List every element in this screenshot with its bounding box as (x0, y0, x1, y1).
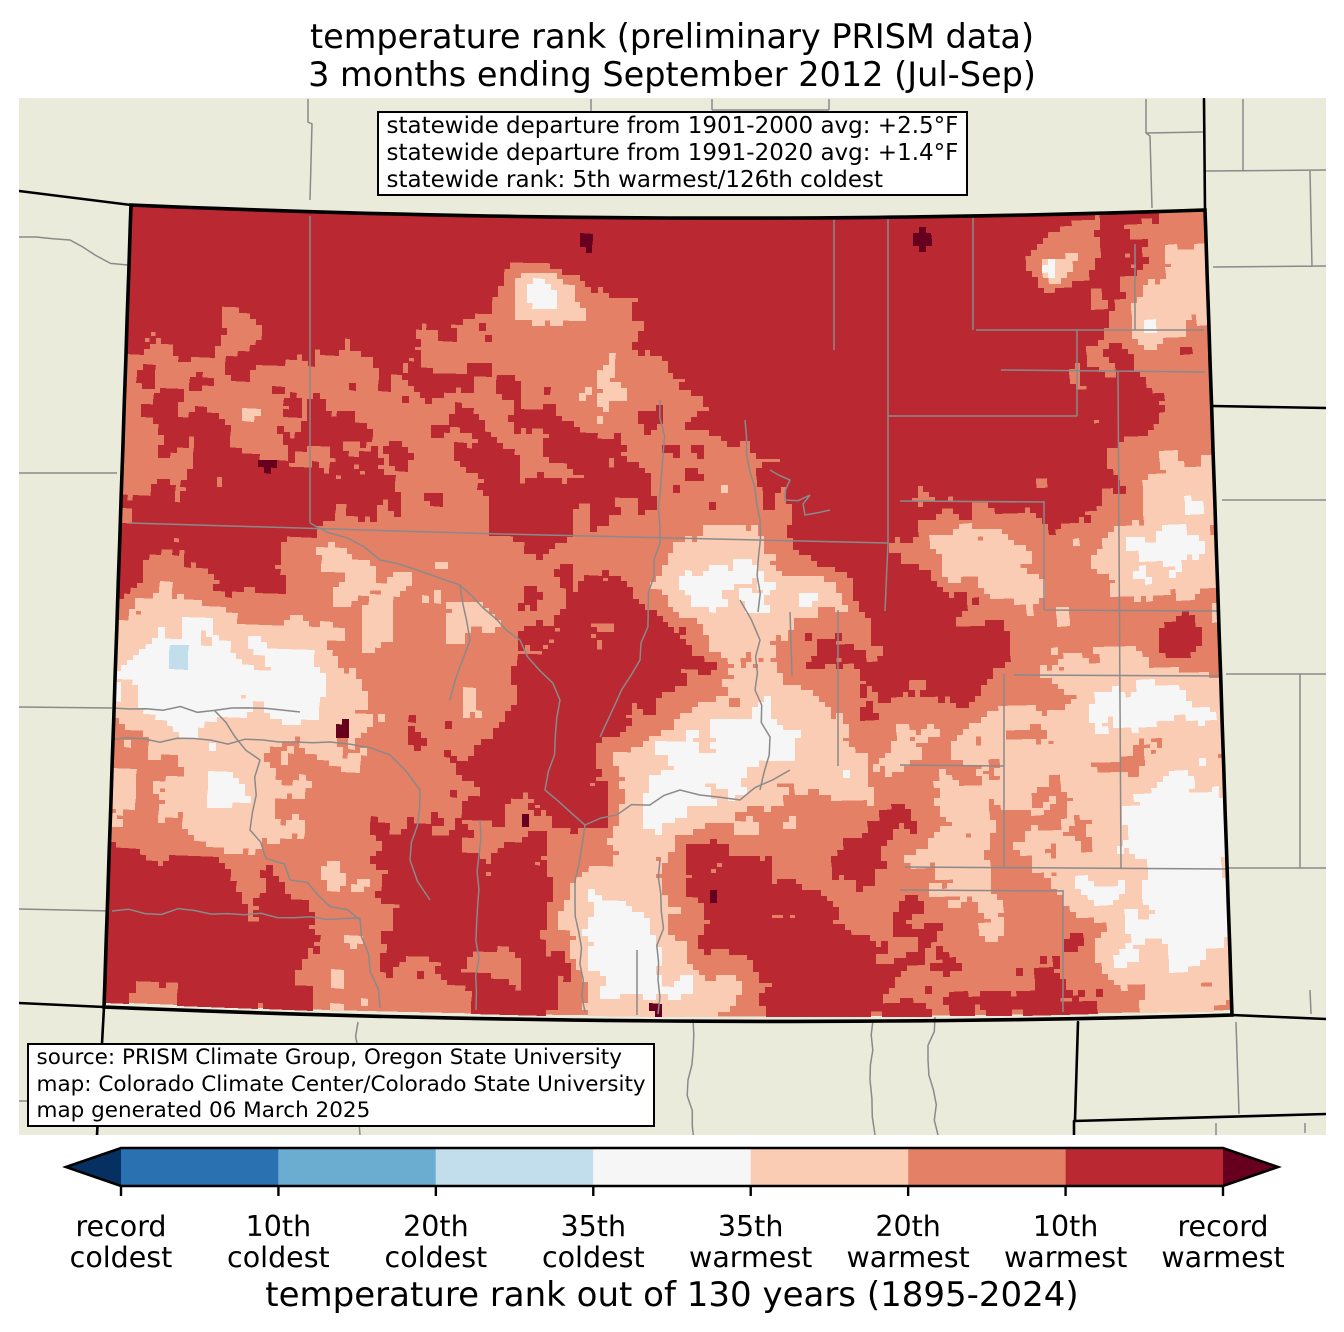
source-line-1: source: PRISM Climate Group, Oregon Stat… (36, 1045, 622, 1070)
colorbar-tick-label-6: 10th warmest (976, 1210, 1156, 1274)
source-line-3: map generated 06 March 2025 (36, 1098, 371, 1123)
colorbar-tick-label-line2: coldest (384, 1240, 488, 1274)
colorbar-tick-label-line2: coldest (69, 1240, 173, 1274)
colorbar (62, 1146, 1282, 1196)
colorbar-tick-label-line1: 35th (560, 1210, 627, 1243)
statewide-stats-box: statewide departure from 1901-2000 avg: … (377, 111, 968, 196)
colorbar-left-arrow (66, 1148, 121, 1186)
colorbar-segment-2 (435, 1148, 594, 1186)
colorbar-segment-5 (908, 1148, 1066, 1186)
colorbar-segments (121, 1148, 1223, 1186)
county-lines (108, 214, 1231, 1015)
colorbar-tick-label-line1: 35th (717, 1210, 784, 1243)
colorbar-tick-label-line2: warmest (846, 1240, 970, 1274)
colorbar-tick-label-line1: 10th (1032, 1210, 1099, 1243)
colorbar-tick-label-0: record coldest (31, 1210, 211, 1274)
colorbar-tick-label-line2: coldest (541, 1240, 645, 1274)
state-border (102, 203, 1234, 1024)
colorbar-tick-label-line2: coldest (227, 1240, 330, 1274)
colorbar-axis-label: temperature rank out of 130 years (1895-… (265, 1275, 1079, 1315)
colorbar-ticks (119, 1186, 1225, 1196)
colorbar-tick-label-line1: 10th (245, 1210, 312, 1243)
source-attribution-box: source: PRISM Climate Group, Oregon Stat… (27, 1043, 656, 1127)
colorbar-tick-label-line1: record (75, 1210, 167, 1243)
figure-title: temperature rank (preliminary PRISM data… (0, 18, 1344, 94)
colorbar-tick-label-1: 10th coldest (188, 1210, 368, 1274)
colorbar-tick-label-line2: warmest (1161, 1240, 1285, 1274)
colorado-map (19, 98, 1326, 1135)
colorbar-segment-6 (1065, 1148, 1223, 1186)
colorbar-segment-4 (750, 1148, 909, 1186)
title-line-1: temperature rank (preliminary PRISM data… (309, 17, 1035, 56)
stats-line-2: statewide departure from 1991-2020 avg: … (386, 140, 959, 166)
temperature-rank-fill (104, 205, 1232, 1017)
colorbar-tick-label-line2: warmest (1003, 1240, 1128, 1274)
colorbar-tick-label-line1: 20th (403, 1210, 469, 1243)
stats-line-1: statewide departure from 1901-2000 avg: … (386, 113, 959, 139)
colorbar-segment-1 (278, 1148, 436, 1186)
stats-line-3: statewide rank: 5th warmest/126th coldes… (386, 167, 884, 193)
colorbar-tick-label-5: 20th warmest (818, 1210, 998, 1274)
colorbar-segment-3 (593, 1148, 751, 1186)
colorbar-right-arrow (1223, 1148, 1278, 1186)
colorbar-tick-label-line1: record (1177, 1210, 1269, 1243)
colorbar-tick-label-2: 20th coldest (346, 1210, 526, 1274)
colorbar-segment-0 (121, 1148, 279, 1186)
colorbar-tick-label-line1: 20th (875, 1210, 941, 1243)
title-line-2: 3 months ending September 2012 (Jul-Sep) (308, 55, 1036, 94)
colorbar-tick-label-4: 35th warmest (661, 1210, 841, 1274)
source-line-2: map: Colorado Climate Center/Colorado St… (36, 1071, 646, 1097)
colorbar-tick-label-7: record warmest (1133, 1210, 1313, 1274)
colorbar-tick-label-3: 35th coldest (503, 1210, 683, 1274)
colorbar-tick-label-line2: warmest (689, 1240, 813, 1274)
